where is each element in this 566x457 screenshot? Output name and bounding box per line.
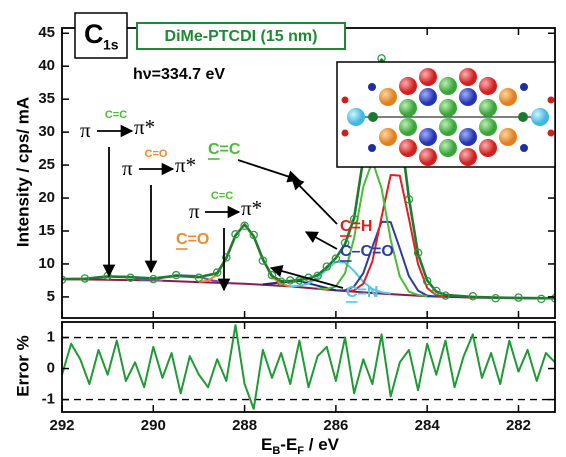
y-tick-label: 25	[38, 156, 55, 173]
transition-annotations: π C=C π* π C=O π* π C=C π*	[80, 109, 262, 290]
y-tick-label: 35	[38, 90, 55, 107]
x-tick-label: 286	[323, 417, 348, 434]
transition-to: π*	[175, 153, 196, 177]
transition-to: π*	[241, 196, 262, 220]
transition-from: π	[122, 156, 133, 180]
y-tick-label: 5	[47, 288, 55, 305]
y-tick-label: 0	[47, 360, 55, 377]
component-label: C–C=O	[340, 243, 394, 260]
component-label: C=H	[340, 218, 372, 235]
transition-from: π	[189, 199, 200, 223]
molecule-inset	[337, 62, 555, 167]
chart-title: DiMe-PTCDI (15 nm)	[165, 28, 318, 45]
y-tick-label: 40	[38, 57, 55, 74]
y-axis-label: Error %	[13, 335, 32, 396]
component-label: C=O	[176, 231, 209, 248]
label-main: C	[84, 19, 104, 49]
y-tick-label: 20	[38, 189, 55, 206]
label-sub: 1s	[103, 37, 119, 53]
x-tick-label: 284	[415, 417, 441, 434]
y-tick-label: 45	[38, 24, 55, 41]
transition-from: π	[80, 118, 91, 142]
y-tick-label: 10	[38, 255, 55, 272]
transition-bond: C=C	[211, 190, 233, 202]
x-label-sub: B	[272, 445, 280, 457]
pointer-arrow	[238, 160, 299, 180]
y-tick-label: 30	[38, 123, 55, 140]
x-tick-label: 282	[506, 417, 531, 434]
x-label-part: E	[261, 435, 272, 454]
pointer-arrow	[292, 178, 337, 224]
component-label: C=C	[208, 141, 241, 158]
transition-to: π*	[134, 115, 155, 139]
x-tick-label: 292	[49, 417, 74, 434]
subtitle: hν=334.7 eV	[133, 66, 225, 83]
x-label-part: / eV	[304, 435, 340, 454]
y-tick-label: -1	[42, 391, 55, 408]
y-axis-label: Intensity / cps/ mA	[13, 97, 32, 247]
y-tick-label: 15	[38, 222, 55, 239]
pointer-arrow	[306, 232, 337, 249]
x-tick-label: 288	[232, 417, 257, 434]
transition-bond: C=C	[105, 109, 127, 121]
y-tick-label: 1	[47, 328, 55, 345]
x-label-part: -E	[280, 435, 297, 454]
x-tick-label: 290	[141, 417, 166, 434]
component-label: C=N	[346, 284, 378, 301]
x-axis-label: EB-EF / eV	[261, 435, 340, 456]
transition-bond: C=O	[145, 148, 168, 160]
chart: 51015202530354045-101292290288286284282 …	[0, 0, 566, 457]
